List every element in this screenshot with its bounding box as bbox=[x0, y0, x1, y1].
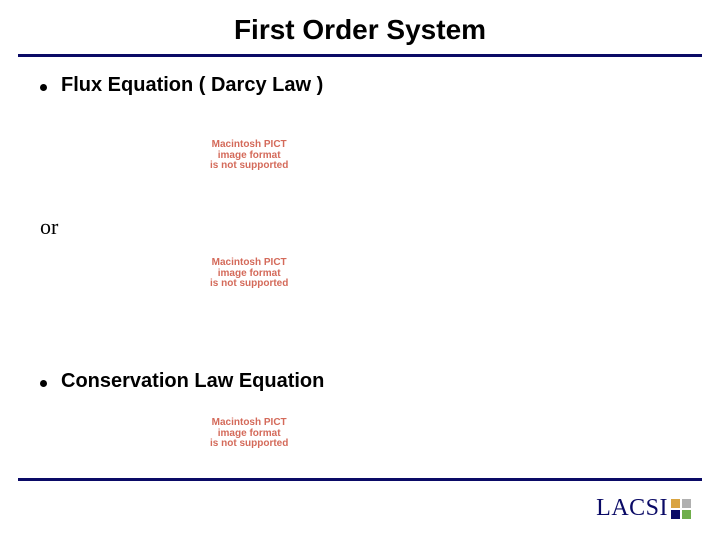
bullet-dot-icon bbox=[40, 84, 47, 91]
bullet-item: Conservation Law Equation bbox=[40, 370, 690, 393]
or-label: or bbox=[40, 214, 58, 240]
pict-line: is not supported bbox=[210, 160, 288, 171]
slide-title: First Order System bbox=[0, 14, 720, 46]
pict-line: Macintosh PICT bbox=[212, 417, 287, 428]
divider-bottom bbox=[18, 478, 702, 481]
pict-line: Macintosh PICT bbox=[212, 257, 287, 268]
pict-line: image format bbox=[218, 268, 281, 279]
pict-line: image format bbox=[218, 150, 281, 161]
logo-quadrant bbox=[681, 509, 692, 520]
pict-line: is not supported bbox=[210, 438, 288, 449]
logo-quadrant bbox=[681, 498, 692, 509]
bullet-item: Flux Equation ( Darcy Law ) bbox=[40, 74, 690, 97]
missing-image-placeholder: Macintosh PICT image format is not suppo… bbox=[210, 258, 288, 290]
missing-image-placeholder: Macintosh PICT image format is not suppo… bbox=[210, 140, 288, 172]
logo-quadrant bbox=[670, 498, 681, 509]
pict-line: is not supported bbox=[210, 278, 288, 289]
missing-image-placeholder: Macintosh PICT image format is not suppo… bbox=[210, 418, 288, 450]
bullet-text: Flux Equation ( Darcy Law ) bbox=[61, 74, 323, 97]
logo-mark-icon bbox=[670, 498, 692, 520]
logo: LACSI bbox=[596, 495, 692, 522]
bullet-dot-icon bbox=[40, 380, 47, 387]
slide: First Order System Flux Equation ( Darcy… bbox=[0, 0, 720, 540]
pict-line: image format bbox=[218, 428, 281, 439]
divider-top bbox=[18, 54, 702, 57]
logo-quadrant bbox=[670, 509, 681, 520]
logo-text: LACSI bbox=[596, 495, 668, 522]
pict-line: Macintosh PICT bbox=[212, 139, 287, 150]
bullet-text: Conservation Law Equation bbox=[61, 370, 324, 393]
